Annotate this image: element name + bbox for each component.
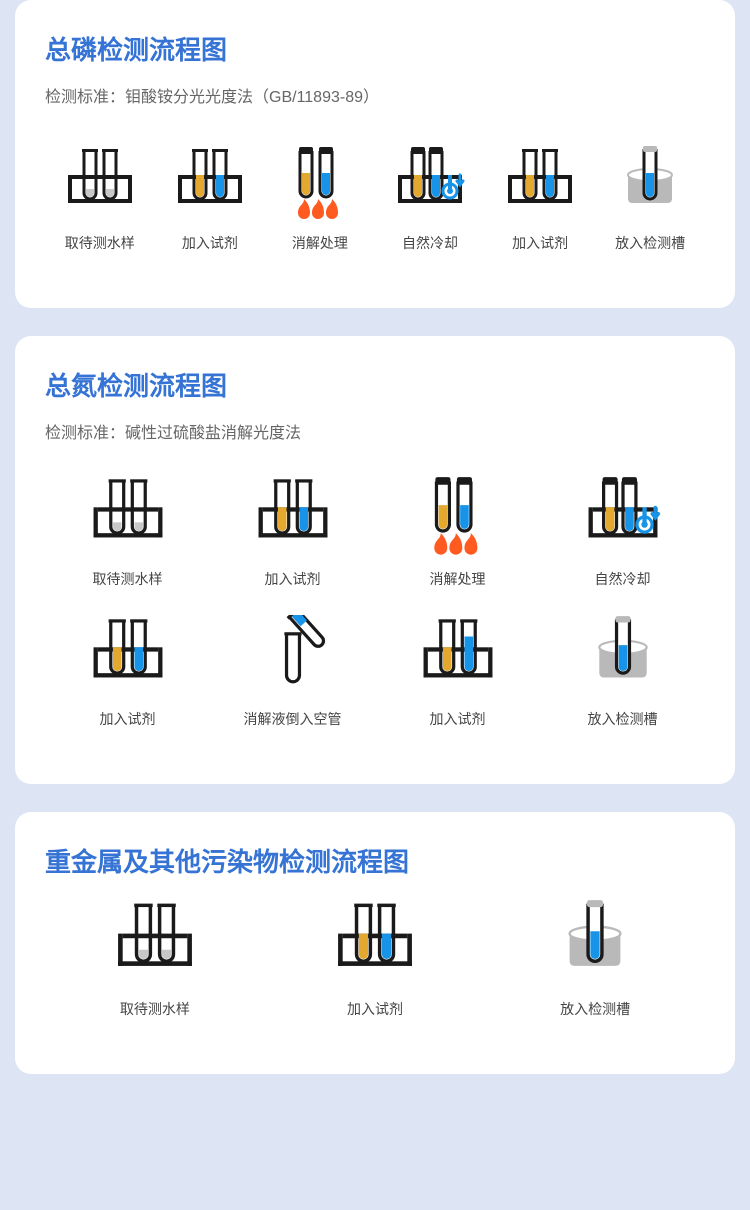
step: 加入试剂 [265, 899, 485, 1019]
step-label: 加入试剂 [182, 233, 238, 253]
test-tubes-reagent-icon [83, 609, 173, 699]
step-label: 自然冷却 [595, 569, 651, 589]
test-tubes-reagent-icon [248, 469, 338, 559]
flame-digest-icon [413, 469, 503, 559]
step-label: 放入检测槽 [560, 999, 630, 1019]
step: 自然冷却 [540, 469, 705, 589]
step-label: 加入试剂 [347, 999, 403, 1019]
test-tubes-gray-icon [105, 899, 205, 989]
step: 加入试剂 [375, 609, 540, 729]
test-tubes-reagent-icon [500, 133, 580, 223]
card-title: 总氮检测流程图 [45, 366, 705, 403]
steps-row: 取待测水样 加入试剂 消解处理 自然冷却 加入试剂 放入检测槽 [45, 133, 705, 273]
step-label: 取待测水样 [120, 999, 190, 1019]
cooling-icon [390, 133, 470, 223]
step-label: 消解处理 [292, 233, 348, 253]
step: 加入试剂 [485, 133, 595, 253]
pour-tube-icon [248, 609, 338, 699]
step-label: 放入检测槽 [615, 233, 685, 253]
steps-row: 取待测水样 加入试剂 消解处理 自然冷却 加入试剂 消解液倒入空管 加入试剂 [45, 469, 705, 749]
step: 取待测水样 [45, 469, 210, 589]
step-label: 自然冷却 [402, 233, 458, 253]
step: 放入检测槽 [485, 899, 705, 1019]
step-label: 取待测水样 [93, 569, 163, 589]
card-subtitle: 检测标准：钼酸铵分光光度法（GB/11893-89） [45, 83, 705, 107]
step: 消解处理 [375, 469, 540, 589]
cooling-icon [578, 469, 668, 559]
card-phosphorus: 总磷检测流程图 检测标准：钼酸铵分光光度法（GB/11893-89） 取待测水样… [15, 0, 735, 308]
step-label: 消解液倒入空管 [244, 709, 342, 729]
steps-row: 取待测水样 加入试剂 放入检测槽 [45, 899, 705, 1039]
step: 取待测水样 [45, 133, 155, 253]
step: 消解处理 [265, 133, 375, 253]
detection-slot-icon [610, 133, 690, 223]
card-subtitle: 检测标准：碱性过硫酸盐消解光度法 [45, 419, 705, 443]
test-tubes-gray-icon [83, 469, 173, 559]
step-label: 消解处理 [430, 569, 486, 589]
test-tubes-reagent-icon [413, 609, 503, 699]
flame-digest-icon [280, 133, 360, 223]
step-label: 加入试剂 [100, 709, 156, 729]
card-heavymetal: 重金属及其他污染物检测流程图 取待测水样 加入试剂 放入检测槽 [15, 812, 735, 1074]
step: 加入试剂 [210, 469, 375, 589]
card-nitrogen: 总氮检测流程图 检测标准：碱性过硫酸盐消解光度法 取待测水样 加入试剂 消解处理… [15, 336, 735, 784]
step: 放入检测槽 [540, 609, 705, 729]
card-title: 重金属及其他污染物检测流程图 [45, 842, 705, 879]
step-label: 取待测水样 [65, 233, 135, 253]
step-label: 加入试剂 [265, 569, 321, 589]
step-label: 加入试剂 [430, 709, 486, 729]
step: 加入试剂 [155, 133, 265, 253]
step: 消解液倒入空管 [210, 609, 375, 729]
test-tubes-reagent-icon [325, 899, 425, 989]
step-label: 加入试剂 [512, 233, 568, 253]
card-title: 总磷检测流程图 [45, 30, 705, 67]
step: 放入检测槽 [595, 133, 705, 253]
test-tubes-reagent-icon [170, 133, 250, 223]
step-label: 放入检测槽 [588, 709, 658, 729]
detection-slot-icon [545, 899, 645, 989]
test-tubes-gray-icon [60, 133, 140, 223]
detection-slot-icon [578, 609, 668, 699]
step: 加入试剂 [45, 609, 210, 729]
step: 取待测水样 [45, 899, 265, 1019]
step: 自然冷却 [375, 133, 485, 253]
